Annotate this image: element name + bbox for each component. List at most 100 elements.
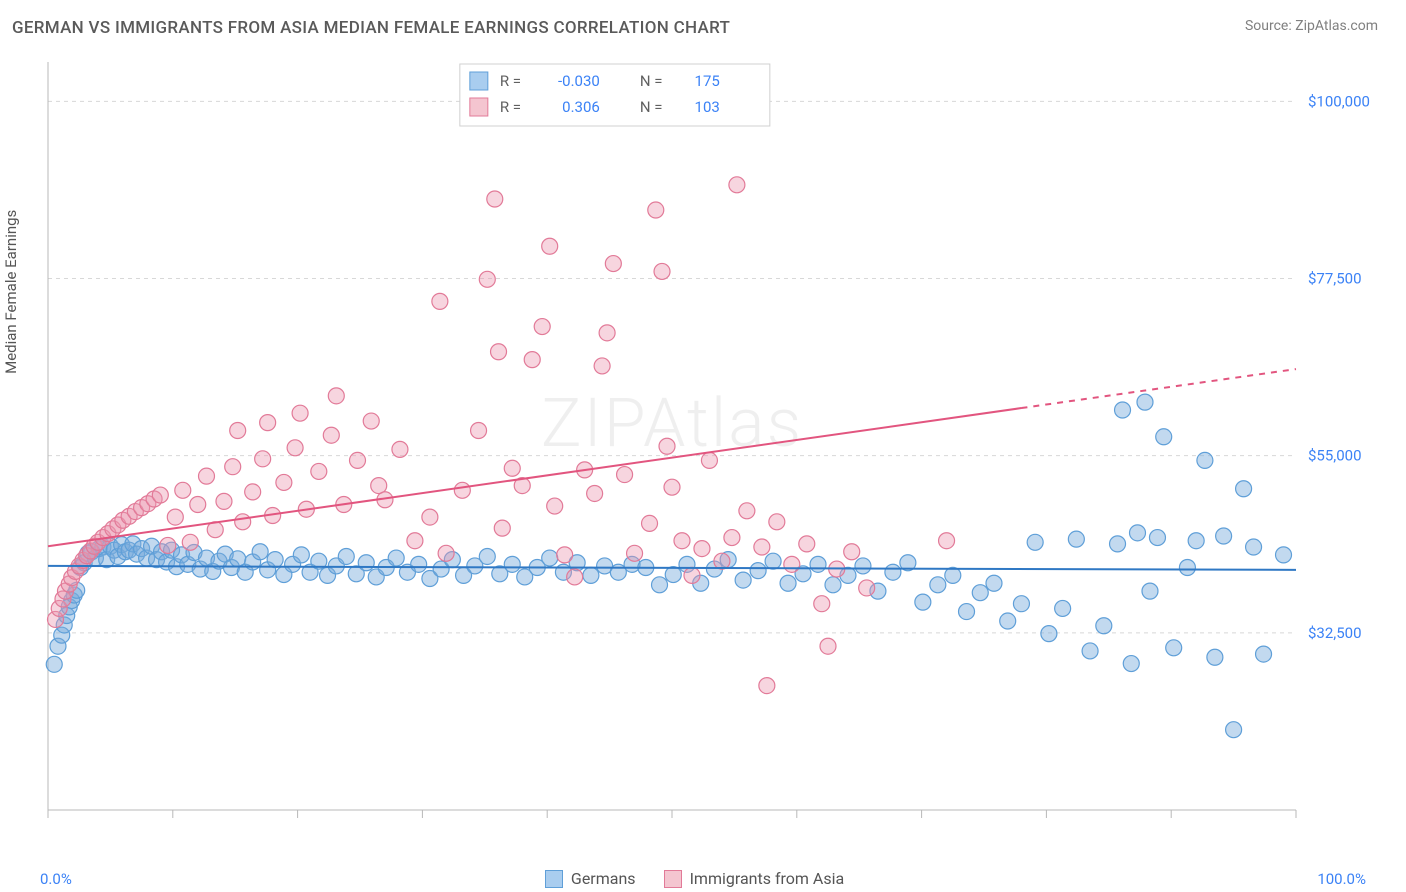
data-point [432,293,448,309]
data-point [350,452,366,468]
data-point [1115,402,1131,418]
legend-r-label: R = [500,72,521,90]
data-point [311,463,327,479]
legend-r-value: 0.306 [562,98,600,116]
data-point [930,577,946,593]
data-point [542,550,558,566]
data-point [1137,394,1153,410]
legend-swatch [664,870,682,888]
data-point [534,319,550,335]
data-point [825,577,841,593]
data-point [524,352,540,368]
data-point [814,596,830,612]
data-point [674,533,690,549]
data-point [152,487,168,503]
data-point [1216,528,1232,544]
data-point [810,556,826,572]
data-point [225,459,241,475]
data-point [557,547,573,563]
legend-item: Immigrants from Asia [664,869,845,888]
legend-swatch [470,98,488,116]
legend-label: Germans [571,869,636,888]
legend-n-value: 103 [695,98,720,116]
data-point [175,482,191,498]
data-point [915,594,931,610]
data-point [479,271,495,287]
data-point [388,550,404,566]
data-point [479,548,495,564]
legend-r-label: R = [500,98,521,116]
legend-label: Immigrants from Asia [690,869,845,888]
data-point [46,656,62,672]
data-point [972,585,988,601]
trend-line-dashed [1021,369,1296,408]
data-point [407,533,423,549]
data-point [1142,583,1158,599]
x-axis-max-label: 100.0% [1317,870,1366,888]
data-point [659,438,675,454]
data-point [338,548,354,564]
data-point [986,575,1002,591]
data-point [230,422,246,438]
y-axis-label: Median Female Earnings [2,210,20,374]
data-point [411,556,427,572]
data-point [1123,656,1139,672]
data-point [594,358,610,374]
legend-swatch [470,72,488,90]
data-point [494,520,510,536]
data-point [739,503,755,519]
data-point [190,497,206,513]
data-point [471,422,487,438]
data-point [724,530,740,546]
data-point [1041,626,1057,642]
data-point [1055,600,1071,616]
data-point [844,544,860,560]
data-point [714,553,730,569]
data-point [504,460,520,476]
data-point [160,537,176,553]
data-point [267,552,283,568]
data-point [701,452,717,468]
data-point [1156,429,1172,445]
data-point [1256,646,1272,662]
data-point [1246,539,1262,555]
data-point [252,544,268,560]
data-point [694,541,710,557]
data-point [1207,649,1223,665]
data-point [487,191,503,207]
data-point [765,553,781,569]
data-point [392,441,408,457]
data-point [1000,613,1016,629]
data-point [769,514,785,530]
legend-n-label: N = [640,98,663,116]
data-point [959,604,975,620]
legend-r-value: -0.030 [558,72,600,90]
data-point [1013,596,1029,612]
legend-n-label: N = [640,72,663,90]
data-point [235,514,251,530]
data-point [1276,547,1292,563]
data-point [1096,618,1112,634]
data-point [292,405,308,421]
x-axis-min-label: 0.0% [40,870,72,888]
data-point [216,493,232,509]
data-point [1130,525,1146,541]
data-point [729,177,745,193]
data-point [784,556,800,572]
data-point [855,558,871,574]
data-point [198,468,214,484]
chart-title: GERMAN VS IMMIGRANTS FROM ASIA MEDIAN FE… [12,18,730,38]
data-point [587,485,603,501]
data-point [245,484,261,500]
data-point [547,498,563,514]
trend-line [48,408,1021,546]
data-point [1166,640,1182,656]
data-point [1197,452,1213,468]
data-point [664,479,680,495]
data-point [642,515,658,531]
data-point [293,547,309,563]
data-point [491,344,507,360]
data-point [358,555,374,571]
data-point [648,202,664,218]
data-point [255,451,271,467]
